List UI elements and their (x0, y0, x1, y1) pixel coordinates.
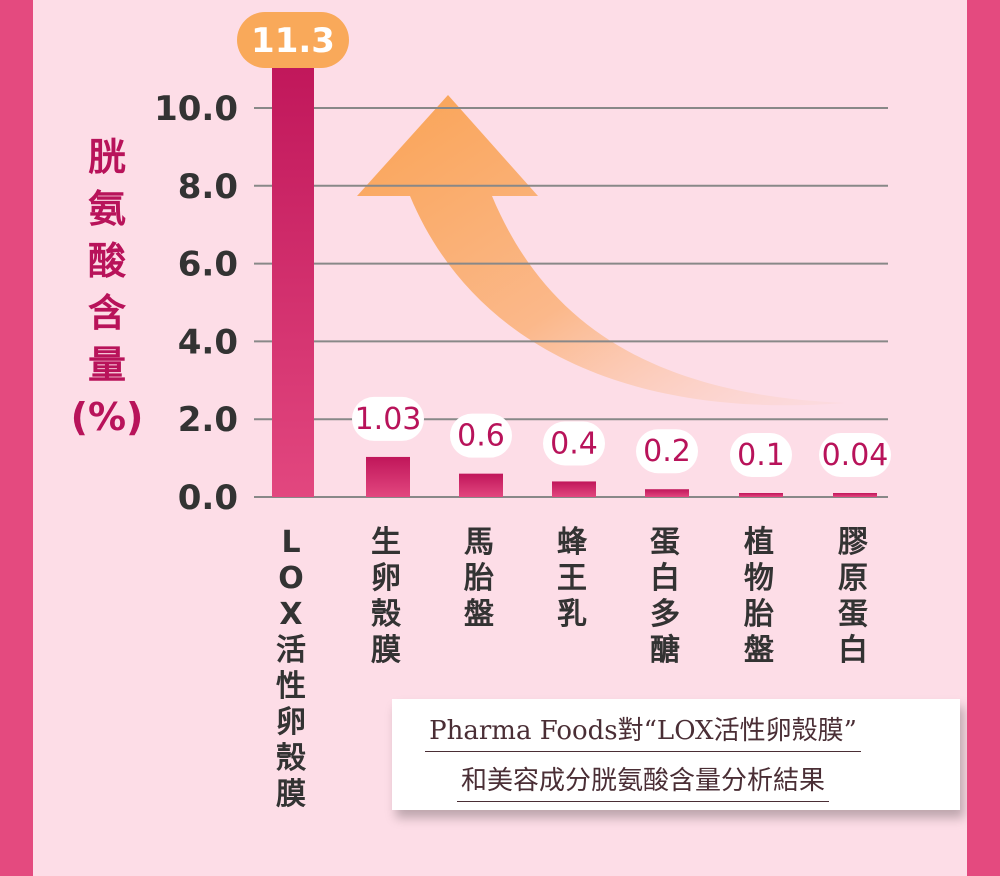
x-category-char: 蛋 (838, 597, 868, 632)
y-tick-label: 10.0 (154, 89, 238, 129)
x-category-char: 白 (838, 633, 868, 668)
x-category-char: 乳 (557, 597, 587, 632)
x-category-char: 性 (276, 669, 306, 704)
bar (645, 489, 689, 497)
x-category-char: 膠 (838, 525, 868, 560)
y-axis-label-char: (%) (71, 395, 144, 439)
x-category-char: 王 (557, 561, 587, 596)
x-category-char: 白 (650, 561, 680, 596)
caption-box (392, 699, 960, 810)
y-tick-label: 6.0 (178, 245, 238, 285)
x-category-char: 卵 (371, 561, 401, 596)
caption-line-1: Pharma Foods對“LOX活性卵殼膜” (359, 710, 927, 752)
y-tick-label: 4.0 (178, 322, 238, 362)
bar (366, 456, 410, 497)
y-axis-label-char: 氨 (88, 187, 126, 231)
x-category-char: 卵 (276, 705, 306, 740)
value-label: 0.2 (643, 434, 691, 469)
bar (739, 493, 783, 497)
value-label-pill (819, 433, 891, 477)
bar (833, 493, 877, 497)
y-axis-label-char: 酸 (88, 239, 127, 283)
y-tick-label: 8.0 (178, 167, 238, 207)
x-category-char: 植 (744, 525, 774, 560)
bar (552, 481, 596, 497)
y-axis-label-char: 胱 (88, 135, 126, 179)
caption-line-1-text: Pharma Foods對“LOX活性卵殼膜” (425, 710, 861, 752)
value-label-pill (543, 421, 605, 466)
x-category-char: 殼 (276, 741, 307, 776)
x-category-char: 原 (838, 561, 868, 596)
value-label-highlight (237, 12, 349, 68)
x-category-char: 膜 (371, 633, 401, 668)
x-category-char: 馬 (464, 525, 494, 560)
value-label-pill (352, 396, 424, 441)
x-category-char: 蛋 (650, 525, 680, 560)
bar (272, 57, 314, 498)
growth-arrow-icon (357, 95, 845, 406)
x-category-char: 活 (276, 633, 306, 668)
y-axis-label-char: 量 (88, 343, 126, 387)
x-category-char: 殼 (371, 597, 402, 632)
x-category-char: 物 (744, 561, 774, 596)
caption-line-2: 和美容成分胱氨酸含量分析結果 (359, 760, 927, 802)
x-category-char: L (281, 525, 300, 560)
value-label: 0.04 (822, 438, 889, 473)
x-category-char: 生 (371, 525, 401, 560)
bar-chart: 0.02.04.06.08.010.0胱氨酸含量(%)11.3LOX活性卵殼膜1… (71, 12, 891, 812)
value-label: 11.3 (251, 21, 335, 61)
x-category-char: 膜 (276, 777, 306, 812)
chart-canvas: 0.0 2.0 4.0 6.0 8.0 10.0 胱氨酸含量 (%) 11.3 L O X 活性卵殼膜 1… (33, 0, 967, 876)
x-category-char: X (279, 597, 302, 632)
caption-line-2-text: 和美容成分胱氨酸含量分析結果 (456, 760, 829, 802)
value-label-pill (450, 413, 512, 458)
x-category-char: 多 (650, 597, 680, 632)
x-category-char: O (278, 561, 304, 596)
x-category-char: 蜂 (557, 525, 588, 560)
bar (459, 473, 503, 497)
x-category-char: 盤 (744, 633, 774, 668)
x-category-char: 盤 (464, 597, 494, 632)
y-axis-label-char: 含 (88, 291, 126, 335)
value-label-pill (636, 429, 698, 474)
value-label: 0.4 (550, 426, 598, 461)
y-tick-label: 0.0 (178, 478, 238, 518)
x-category-char: 醣 (650, 633, 680, 668)
value-label: 0.1 (737, 438, 785, 473)
x-category-char: 胎 (743, 597, 774, 632)
x-category-char: 胎 (463, 561, 494, 596)
value-label-pill (730, 433, 792, 477)
value-label: 1.03 (355, 402, 422, 437)
y-tick-label: 2.0 (178, 400, 238, 440)
value-label: 0.6 (457, 419, 505, 454)
